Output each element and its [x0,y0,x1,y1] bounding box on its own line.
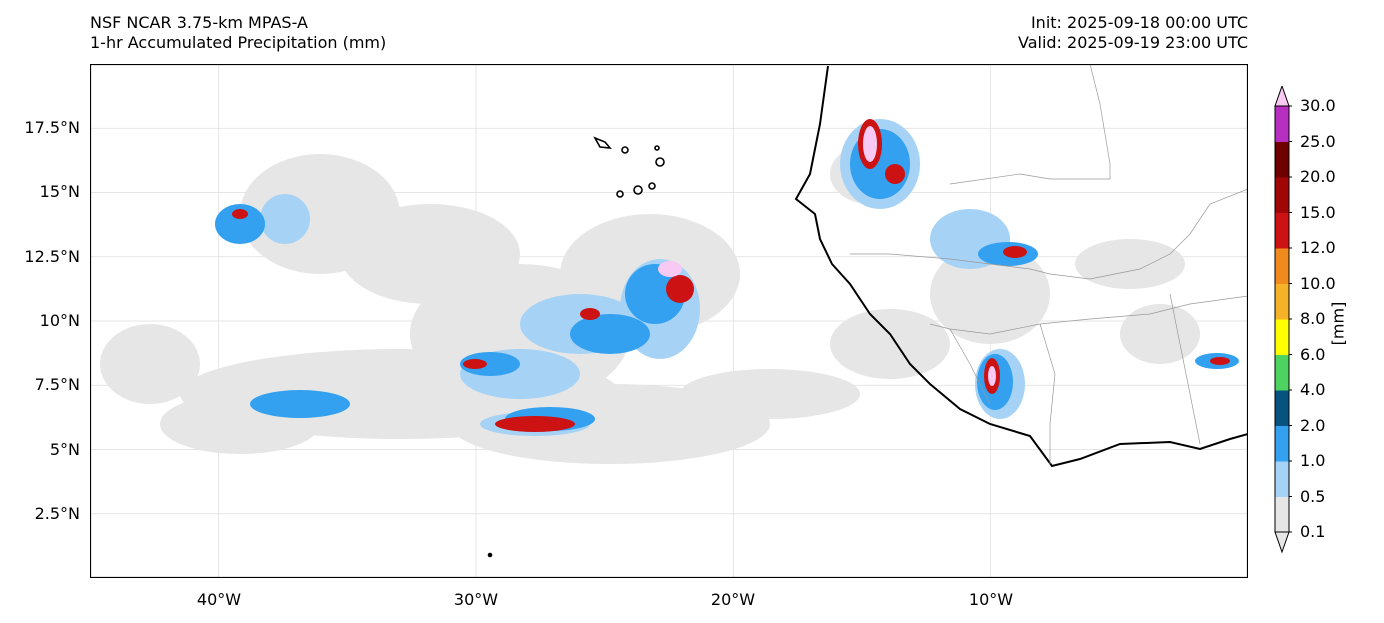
coastline [794,65,1248,468]
colorbar [1274,86,1292,554]
colorbar-tick-label: 0.1 [1300,522,1326,541]
lon-tick-label: 40°W [196,590,242,609]
lat-tick-label: 17.5°N [24,118,80,137]
valid-time: Valid: 2025-09-19 23:00 UTC [1017,33,1248,52]
colorbar-tick-label: 6.0 [1300,344,1326,364]
colorbar-box [1275,283,1289,320]
colorbar-box [1275,461,1289,497]
colorbar-tick-label: 4.0 [1300,380,1326,399]
lon-tick-label: 10°W [968,590,1014,609]
lon-tick-label: 20°W [710,590,756,609]
lat-tick-label: 12.5°N [24,247,80,266]
colorbar-tick-label: 2.0 [1300,415,1326,435]
colorbar-box [1275,212,1289,249]
init-time: Init: 2025-09-18 00:00 UTC [1030,13,1248,32]
colorbar-tick-label: 1.0 [1300,451,1326,470]
lat-tick-label: 2.5°N [34,504,80,523]
lat-tick-label: 15°N [39,182,80,201]
colorbar-tick-label: 30.0 [1300,96,1336,115]
colorbar-tick-label: 8.0 [1300,309,1326,328]
lon-tick-label: 30°W [453,590,499,609]
colorbar-extend-min [1274,531,1290,554]
colorbar-box [1275,177,1289,213]
colorbar-tick-label: 15.0 [1300,202,1336,222]
islands [487,136,665,558]
colorbar-box [1275,248,1289,284]
colorbar-tick-label: 0.5 [1300,486,1326,506]
colorbar-tick-label: 12.0 [1300,238,1336,257]
colorbar-box [1275,354,1289,391]
lat-tick-label: 10°N [39,311,80,330]
lat-tick-label: 5°N [49,440,80,459]
colorbar-box [1275,496,1289,533]
colorbar-label: [mm] [1328,301,1348,346]
field-name: 1-hr Accumulated Precipitation (mm) [90,33,387,52]
colorbar-box [1275,106,1289,142]
lat-tick-label: 7.5°N [34,375,80,394]
precip-heavy [232,119,1230,432]
colorbar-tick-label: 25.0 [1300,131,1336,151]
precip-map [90,64,1248,578]
title-right: Init: 2025-09-18 00:00 UTC Valid: 2025-0… [1018,13,1248,53]
model-name: NSF NCAR 3.75-km MPAS-A [90,13,308,32]
colorbar-tick-label: 10.0 [1300,273,1336,293]
colorbar-box [1275,390,1289,426]
title-left: NSF NCAR 3.75-km MPAS-A 1-hr Accumulated… [90,13,386,53]
colorbar-tick-label: 20.0 [1300,167,1336,186]
colorbar-box [1275,319,1289,355]
colorbar-box [1275,141,1289,178]
country-borders [850,64,1248,464]
colorbar-box [1275,425,1289,462]
colorbar-extend-max [1274,86,1290,107]
map-frame [90,64,1248,578]
map-panel [90,64,1248,578]
